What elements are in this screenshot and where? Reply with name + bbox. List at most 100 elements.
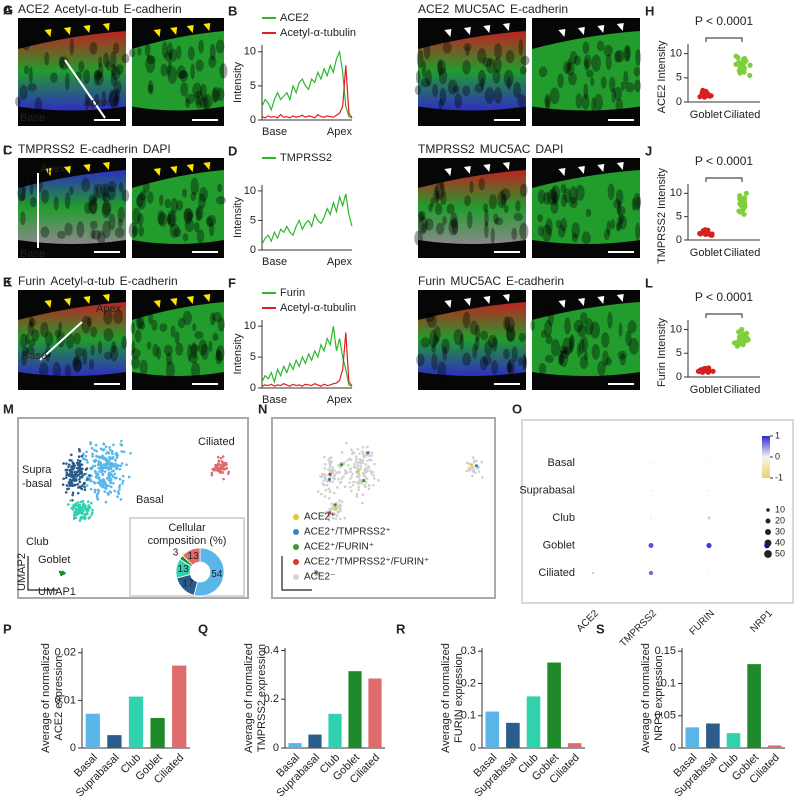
arrowhead bbox=[577, 166, 585, 174]
cell-point bbox=[363, 471, 367, 475]
cell-point bbox=[362, 479, 366, 483]
cell-point bbox=[354, 460, 358, 464]
cell bbox=[462, 59, 471, 75]
cell-point bbox=[72, 479, 76, 483]
cluster-label: Basal bbox=[136, 494, 164, 506]
significance-bracket bbox=[705, 37, 743, 42]
inset-title: Cellular bbox=[168, 522, 206, 534]
cell bbox=[439, 87, 447, 106]
arrowhead bbox=[44, 28, 52, 37]
cell bbox=[635, 49, 641, 66]
cell bbox=[20, 211, 26, 226]
cell-point bbox=[119, 498, 123, 501]
cell-point bbox=[83, 513, 87, 517]
cell bbox=[573, 319, 584, 333]
cell bbox=[447, 79, 458, 95]
arrowhead bbox=[483, 164, 491, 172]
cell-point bbox=[359, 461, 363, 465]
cell-point bbox=[88, 505, 92, 509]
cell bbox=[614, 51, 622, 63]
point bbox=[739, 326, 745, 333]
arrowhead bbox=[597, 296, 605, 304]
x-tick-label: Base bbox=[262, 126, 287, 138]
cell-point bbox=[325, 480, 329, 483]
cell bbox=[187, 46, 195, 61]
panel-letter: N bbox=[258, 401, 267, 416]
cell-point bbox=[350, 489, 353, 493]
cell bbox=[216, 196, 226, 205]
stain-label: DAPI bbox=[535, 142, 563, 156]
cell-point bbox=[88, 474, 91, 477]
cell-point bbox=[88, 515, 92, 519]
cell-point bbox=[343, 485, 347, 488]
cell-point bbox=[349, 470, 352, 474]
umap-axis-label: UMAP1 bbox=[38, 586, 76, 598]
point bbox=[741, 65, 748, 71]
panel-letter: F bbox=[228, 275, 236, 290]
cell-point bbox=[65, 473, 68, 477]
cell bbox=[513, 212, 523, 222]
cell-point bbox=[118, 467, 122, 471]
cell bbox=[103, 328, 114, 342]
cell-point bbox=[62, 477, 65, 481]
dot bbox=[650, 489, 652, 492]
cell bbox=[569, 186, 578, 205]
cell bbox=[206, 216, 214, 228]
cell-point bbox=[70, 466, 74, 470]
panel-letter: B bbox=[228, 3, 237, 18]
cell bbox=[633, 192, 642, 211]
cell-point bbox=[112, 469, 115, 472]
cell bbox=[110, 345, 119, 362]
bar bbox=[747, 664, 761, 748]
cell-point bbox=[100, 456, 104, 459]
cell-point bbox=[83, 488, 87, 492]
bar bbox=[547, 662, 561, 748]
panel-letter: L bbox=[645, 275, 653, 290]
cell-point bbox=[327, 487, 331, 491]
cell-point bbox=[85, 450, 88, 454]
cell bbox=[64, 72, 70, 91]
cell-point bbox=[105, 477, 109, 480]
arrowhead bbox=[203, 162, 211, 170]
cell-point bbox=[110, 457, 114, 461]
cell bbox=[504, 316, 515, 333]
cell-point bbox=[370, 454, 373, 458]
cell-point bbox=[355, 480, 358, 484]
cell-point bbox=[97, 489, 101, 493]
cell-point bbox=[337, 463, 340, 467]
cell bbox=[39, 362, 49, 378]
y-tick-label: 5 bbox=[676, 72, 682, 84]
arrowhead bbox=[463, 166, 471, 174]
cell-point bbox=[336, 486, 339, 489]
cell-point bbox=[77, 473, 80, 477]
cell bbox=[557, 225, 566, 238]
cell bbox=[503, 316, 511, 331]
cell-point bbox=[62, 462, 65, 465]
cell bbox=[616, 205, 626, 216]
panel-letter: K bbox=[3, 274, 13, 289]
cell bbox=[103, 309, 113, 325]
y-tick-label: 0 bbox=[670, 742, 676, 754]
cell bbox=[513, 81, 522, 99]
cell bbox=[145, 55, 156, 74]
arrowhead bbox=[63, 166, 71, 174]
cell-point bbox=[103, 470, 107, 473]
cell-point bbox=[337, 478, 340, 481]
arrowhead bbox=[170, 298, 178, 306]
cell bbox=[569, 50, 578, 65]
cell-point bbox=[350, 475, 353, 478]
cell-point bbox=[469, 463, 473, 467]
cell-point bbox=[361, 445, 365, 449]
cell bbox=[94, 93, 99, 105]
cell bbox=[192, 82, 203, 99]
cell bbox=[107, 180, 117, 193]
cell-point bbox=[73, 504, 77, 508]
cell-point bbox=[338, 470, 341, 474]
cell-point bbox=[331, 480, 335, 484]
cell bbox=[121, 189, 130, 202]
cell bbox=[164, 198, 172, 209]
cell bbox=[578, 338, 585, 355]
cell-point bbox=[68, 463, 71, 466]
cell bbox=[431, 342, 436, 354]
x-tick-label: Apex bbox=[327, 126, 353, 138]
